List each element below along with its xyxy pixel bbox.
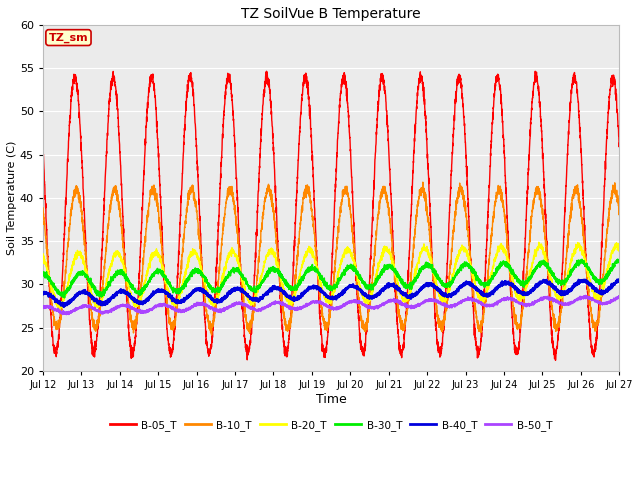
Legend: B-05_T, B-10_T, B-20_T, B-30_T, B-40_T, B-50_T: B-05_T, B-10_T, B-20_T, B-30_T, B-40_T, …	[106, 416, 556, 435]
X-axis label: Time: Time	[316, 393, 346, 406]
Text: TZ_sm: TZ_sm	[49, 33, 88, 43]
Title: TZ SoilVue B Temperature: TZ SoilVue B Temperature	[241, 7, 421, 21]
Y-axis label: Soil Temperature (C): Soil Temperature (C)	[7, 141, 17, 255]
